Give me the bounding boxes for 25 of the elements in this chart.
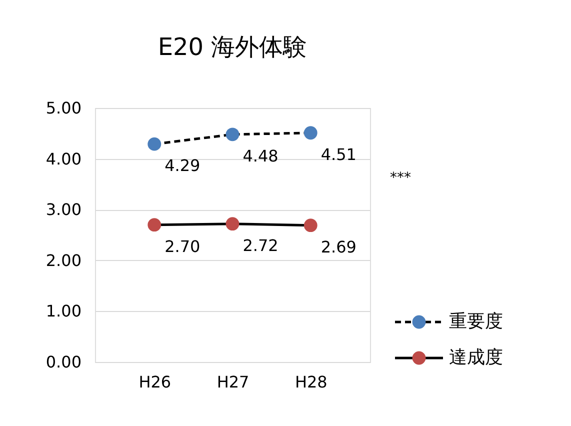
x-tick-label: H27 [216, 372, 250, 392]
data-label: 2.70 [164, 236, 200, 256]
data-label: 2.72 [242, 236, 278, 255]
point [226, 128, 240, 142]
chart-title: E20 海外体験 [158, 33, 308, 61]
data-label: 2.69 [320, 237, 356, 256]
point [148, 218, 162, 232]
point [304, 218, 318, 232]
text: *** [390, 170, 411, 186]
x-tick-label: H28 [294, 372, 328, 392]
data-label: 4.29 [164, 156, 200, 176]
legend-label: 達成度 [449, 347, 503, 368]
y-tick-label: 0.00 [46, 352, 82, 372]
data-label: 4.48 [242, 146, 278, 166]
point [304, 126, 318, 140]
y-tick-label: 2.00 [46, 250, 82, 270]
x-tick-label: H26 [138, 372, 172, 392]
y-tick-label: 4.00 [46, 149, 82, 168]
y-tick-label: 3.00 [46, 200, 82, 220]
point [226, 217, 240, 231]
data-label: 4.51 [320, 144, 356, 164]
y-tick-label: 1.00 [46, 302, 82, 321]
y-tick-label: 5.00 [46, 98, 82, 118]
point [148, 137, 162, 151]
legend-label: 重要度 [449, 311, 503, 332]
